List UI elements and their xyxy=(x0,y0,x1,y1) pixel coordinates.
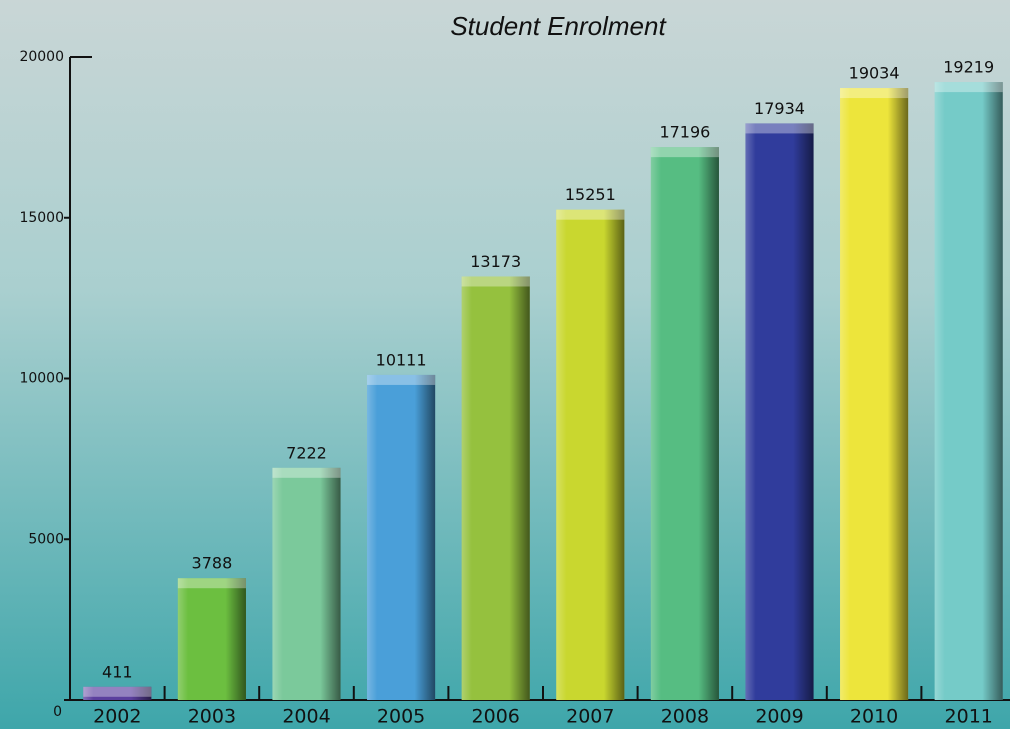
bar-shade xyxy=(840,88,908,700)
value-label: 13173 xyxy=(470,252,521,271)
bar-shade xyxy=(935,82,1003,700)
x-tick-label: 2005 xyxy=(377,706,425,728)
y-tick-label: 5000 xyxy=(28,531,64,547)
chart: Student Enrolment 0 5000 10000 15000 20000 20… xyxy=(0,0,1010,729)
value-label: 17934 xyxy=(754,99,805,118)
value-label: 10111 xyxy=(376,350,427,369)
x-tick-label: 2010 xyxy=(850,706,898,728)
bar-shade xyxy=(651,147,719,700)
bar-shade xyxy=(178,578,246,700)
value-label: 19034 xyxy=(849,64,900,83)
x-tick-label: 2006 xyxy=(472,706,520,728)
x-tick-label: 2007 xyxy=(566,706,614,728)
bar-cap xyxy=(462,276,530,286)
bar-shade xyxy=(556,210,624,700)
value-label: 411 xyxy=(102,662,133,681)
x-tick-label: 2009 xyxy=(755,706,803,728)
bar-shade xyxy=(745,123,813,700)
y-tick-label: 15000 xyxy=(19,210,64,226)
value-label: 3788 xyxy=(192,554,233,573)
bar-cap xyxy=(83,687,151,697)
value-label: 7222 xyxy=(286,443,327,462)
bar-cap xyxy=(178,578,246,588)
bar-shade xyxy=(272,468,340,700)
bar-cap xyxy=(556,210,624,220)
chart-title: Student Enrolment xyxy=(450,11,667,41)
bar-cap xyxy=(935,82,1003,92)
x-tick-label: 2002 xyxy=(93,706,141,728)
x-tick-label: 2008 xyxy=(661,706,709,728)
x-tick-label: 2004 xyxy=(282,706,330,728)
value-label: 19219 xyxy=(943,58,994,77)
bar-cap xyxy=(367,375,435,385)
page: {"chart_data": {"type": "bar", "title": … xyxy=(0,0,1010,729)
value-label: 15251 xyxy=(565,185,616,204)
value-label: 17196 xyxy=(659,123,710,142)
y-tick-label: 20000 xyxy=(19,49,64,65)
bar-shade xyxy=(367,375,435,700)
bar-shade xyxy=(462,276,530,700)
bar-cap xyxy=(745,123,813,133)
y-tick-label: 10000 xyxy=(19,371,64,387)
bar-cap xyxy=(840,88,908,98)
bar-cap xyxy=(272,468,340,478)
x-tick-label: 2011 xyxy=(945,706,993,728)
y-tick-label: 0 xyxy=(53,704,62,720)
bar-cap xyxy=(651,147,719,157)
x-tick-label: 2003 xyxy=(188,706,236,728)
